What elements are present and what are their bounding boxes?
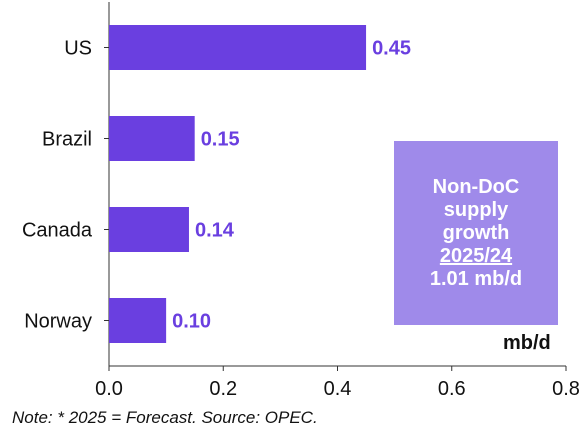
category-label: US <box>64 38 92 60</box>
category-label: Brazil <box>42 129 92 151</box>
data-label: 0.45 <box>372 38 411 60</box>
callout-total: 1.01 mb/d <box>429 267 523 290</box>
data-label: 0.10 <box>172 311 211 333</box>
bar <box>109 116 195 161</box>
x-tick-label: 0.8 <box>552 378 580 400</box>
callout-line-1: Non-DoC <box>432 175 520 198</box>
callout-line-2: supply <box>443 198 509 221</box>
data-label: 0.14 <box>195 220 235 242</box>
unit-label: mb/d <box>503 332 551 354</box>
category-label: Canada <box>22 220 93 242</box>
bar <box>109 25 367 70</box>
supply-growth-callout: Non-DoC supply growth 2025/24 1.01 mb/d <box>394 141 558 325</box>
bar <box>109 298 167 343</box>
x-tick-label: 0.0 <box>95 378 123 400</box>
x-tick-label: 0.2 <box>209 378 237 400</box>
source-note: Note: * 2025 = Forecast. Source: OPEC. <box>12 408 318 427</box>
data-label: 0.15 <box>201 129 240 151</box>
category-label: Norway <box>24 311 92 333</box>
x-tick-label: 0.6 <box>438 378 466 400</box>
x-tick-label: 0.4 <box>324 378 352 400</box>
callout-line-3: growth <box>442 221 510 244</box>
callout-period: 2025/24 <box>439 244 513 267</box>
bar <box>109 207 189 252</box>
